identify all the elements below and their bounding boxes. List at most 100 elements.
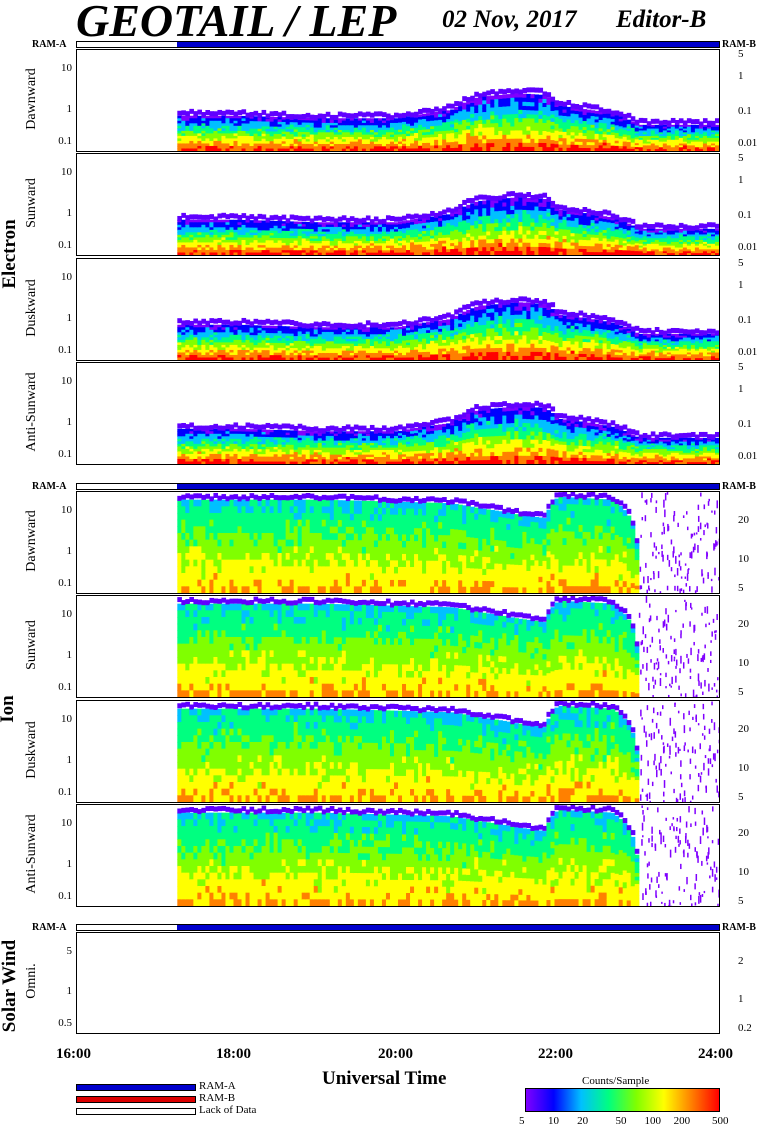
spectrogram-cell [317,233,323,237]
spectrogram-cell [486,215,491,221]
spectrogram-cell [586,142,592,146]
spectrogram-cell [249,133,255,137]
spectrogram-cell [482,212,487,217]
spectrogram-cell [430,148,435,151]
spectrogram-cell [522,201,527,207]
spectrogram-cell [309,329,315,333]
spectrogram-cell [205,242,211,246]
spectrogram-cell [486,235,491,240]
spectrogram-cell [482,119,487,125]
spectrogram-cell [418,148,423,151]
spectrogram-cell [446,136,451,140]
spectrogram-edge [414,111,419,117]
spectrogram-cell [410,227,415,231]
spectrogram-cell [534,106,540,112]
spectrogram-cell [558,229,564,234]
spectrogram-cell [554,234,560,239]
spectrogram-cell [526,206,532,211]
spectrogram-cell [197,224,202,228]
spectrogram-cell [293,328,299,332]
spectrogram-cell [361,245,367,249]
spectrogram-cell [682,147,688,150]
spectrogram-cell [289,326,295,330]
spectrogram-edge [349,323,355,329]
spectrogram-cell [406,247,411,251]
spectrogram-cell [285,124,291,128]
spectrogram-cell [438,142,443,146]
spectrogram-cell [205,344,211,349]
spectrogram-cell [558,226,564,230]
spectrogram-cell [261,123,267,127]
spectrogram-cell [217,347,223,351]
spectrogram-cell [518,205,523,211]
spectrogram-cell [674,145,680,148]
spectrogram-cell [273,138,279,142]
spectrogram-cell [638,132,644,135]
spectrogram-cell [393,146,399,150]
spectrogram-cell [225,327,231,331]
spectrogram-cell [674,149,680,151]
electron-panel-2 [76,258,720,361]
spectrogram-cell [209,148,215,151]
spectrogram-cell [241,140,247,145]
spectrogram-cell [233,118,239,122]
spectrogram-cell [377,336,383,340]
spectrogram-cell [357,122,363,126]
spectrogram-cell [321,348,327,352]
spectrogram-cell [670,130,676,133]
spectrogram-cell [626,124,632,127]
spectrogram-cell [486,203,491,209]
spectrogram-cell [185,357,190,360]
spectrogram-cell [293,250,299,254]
spectrogram-cell [185,143,190,147]
spectrogram-cell [321,222,327,226]
spectrogram-cell [606,134,612,139]
spectrogram-cell [325,129,331,133]
spectrogram-edge [506,191,511,197]
spectrogram-cell [349,352,355,356]
spectrogram-cell [317,236,323,240]
spectrogram-cell [197,140,202,145]
spectrogram-cell [325,229,331,233]
spectrogram-cell [249,337,255,341]
spectrogram-cell [373,229,379,233]
spectrogram-cell [430,216,435,220]
spectrogram-cell [590,148,596,151]
spectrogram-cell [570,122,576,127]
spectrogram-cell [381,120,387,124]
spectrogram-edge [502,89,507,95]
spectrogram-cell [233,332,239,336]
spectrogram-cell [337,236,343,240]
spectrogram-cell [618,131,624,135]
spectrogram-cell [454,248,459,253]
spectrogram-edge [333,218,339,224]
spectrogram-cell [389,247,395,251]
spectrogram-cell [494,215,499,220]
spectrogram-cell [710,128,716,132]
spectrogram-cell [430,120,435,125]
spectrogram-cell [426,148,431,151]
spectrogram-cell [530,230,536,236]
spectrogram-cell [610,225,616,230]
spectrogram-cell [337,224,343,228]
spectrogram-cell [361,125,367,129]
spectrogram-cell [670,247,676,250]
spectrogram-cell [534,246,540,252]
spectrogram-edge [389,215,395,221]
spectrogram-cell [434,123,439,127]
spectrogram-cell [313,243,319,247]
spectrogram-cell [253,230,259,234]
spectrogram-cell [574,126,580,131]
spectrogram-cell [197,329,202,333]
spectrogram-cell [410,123,415,127]
spectrogram-cell [698,245,704,249]
spectrogram-cell [582,109,588,113]
spectrogram-cell [301,148,307,151]
spectrogram-cell [442,223,447,227]
spectrogram-cell [241,222,247,226]
spectrogram-cell [249,340,255,344]
spectrogram-cell [550,251,556,255]
spectrogram-cell [285,233,291,237]
spectrogram-cell [373,136,379,140]
spectrogram-cell [393,247,399,251]
